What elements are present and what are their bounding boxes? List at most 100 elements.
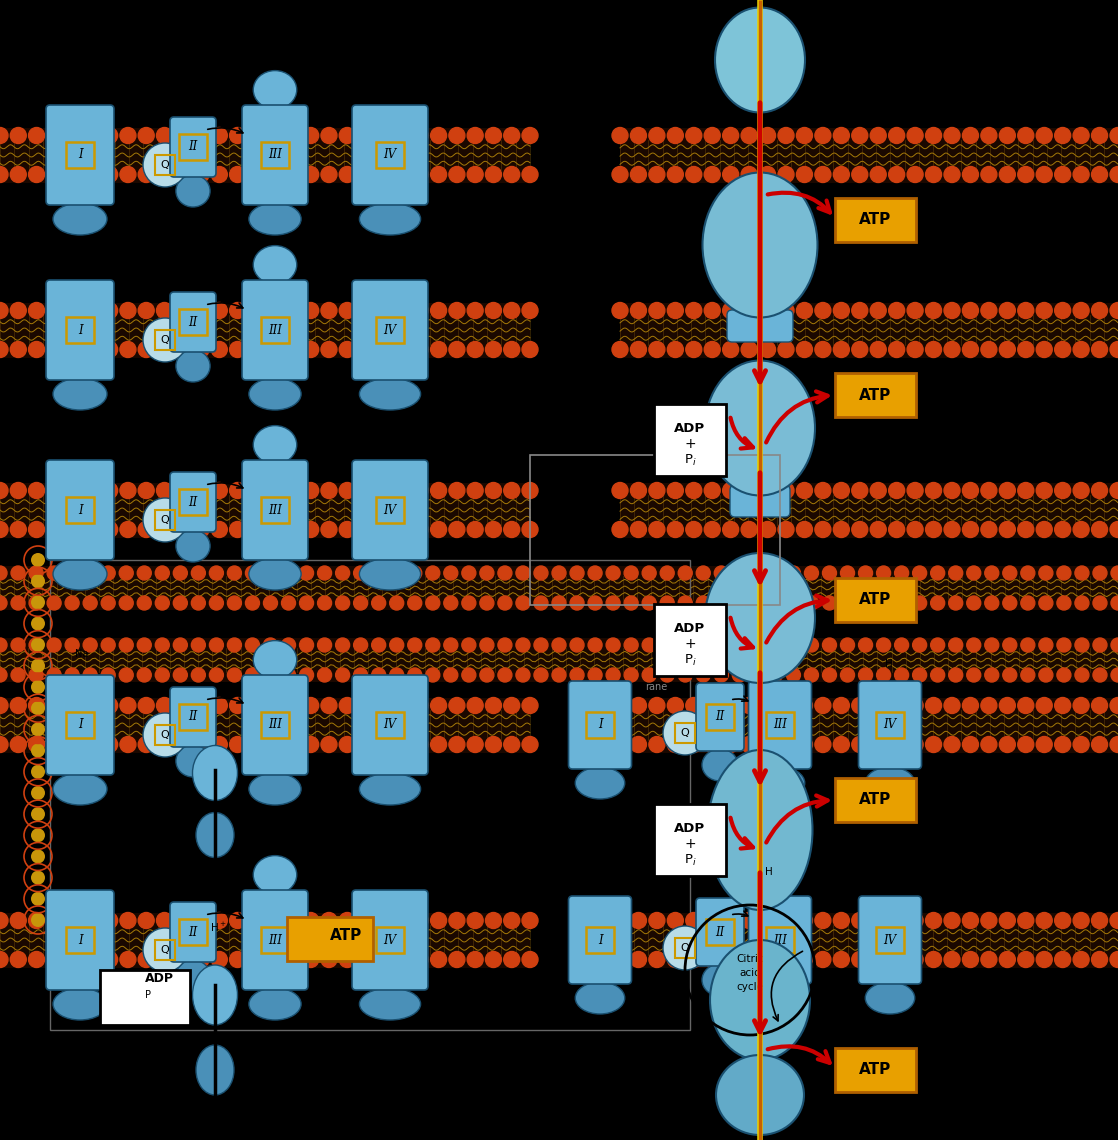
Text: Q: Q [161, 730, 169, 740]
Circle shape [157, 521, 172, 537]
Circle shape [266, 342, 282, 358]
Ellipse shape [254, 641, 296, 679]
Circle shape [963, 736, 978, 752]
Circle shape [912, 596, 927, 610]
Circle shape [889, 698, 904, 714]
Circle shape [47, 521, 63, 537]
Circle shape [833, 482, 850, 498]
Circle shape [985, 638, 998, 652]
Circle shape [120, 596, 133, 610]
Circle shape [759, 521, 776, 537]
Bar [155, 329, 176, 350]
Circle shape [31, 681, 45, 694]
Circle shape [376, 521, 391, 537]
Circle shape [143, 142, 187, 187]
Circle shape [430, 302, 446, 318]
Circle shape [358, 166, 373, 182]
Circle shape [191, 565, 206, 580]
Bar [66, 927, 94, 953]
Circle shape [139, 912, 154, 928]
Circle shape [31, 807, 45, 821]
Circle shape [985, 668, 998, 682]
Circle shape [732, 565, 747, 580]
Circle shape [65, 565, 79, 580]
Bar [654, 404, 726, 477]
Circle shape [1110, 302, 1118, 318]
Circle shape [522, 736, 538, 752]
Circle shape [1111, 638, 1118, 652]
Circle shape [1073, 736, 1089, 752]
Circle shape [667, 698, 683, 714]
Circle shape [65, 698, 82, 714]
Circle shape [944, 952, 960, 968]
Circle shape [1021, 565, 1035, 580]
FancyBboxPatch shape [834, 777, 916, 822]
Circle shape [1091, 342, 1108, 358]
Circle shape [84, 166, 100, 182]
Circle shape [841, 565, 854, 580]
Circle shape [926, 128, 941, 144]
Circle shape [0, 565, 7, 580]
Circle shape [588, 638, 603, 652]
Circle shape [339, 698, 356, 714]
Circle shape [944, 521, 960, 537]
FancyBboxPatch shape [241, 461, 307, 560]
Circle shape [722, 736, 739, 752]
Circle shape [1074, 565, 1089, 580]
Circle shape [741, 166, 757, 182]
Circle shape [1091, 521, 1108, 537]
Circle shape [926, 166, 941, 182]
Circle shape [870, 736, 887, 752]
Circle shape [467, 166, 483, 182]
Bar [654, 604, 726, 676]
Circle shape [462, 565, 476, 580]
Bar [654, 804, 726, 876]
Circle shape [174, 952, 191, 968]
Circle shape [823, 596, 836, 610]
Circle shape [358, 698, 373, 714]
Circle shape [930, 596, 945, 610]
Circle shape [1093, 596, 1107, 610]
Circle shape [980, 482, 997, 498]
Circle shape [697, 638, 710, 652]
Circle shape [211, 736, 227, 752]
Circle shape [796, 952, 813, 968]
Circle shape [704, 521, 720, 537]
Circle shape [631, 166, 646, 182]
Circle shape [84, 521, 100, 537]
Text: Na: Na [75, 864, 88, 874]
Circle shape [963, 698, 978, 714]
Circle shape [462, 638, 476, 652]
Circle shape [870, 952, 887, 968]
Circle shape [877, 668, 891, 682]
Circle shape [926, 342, 941, 358]
Ellipse shape [756, 767, 805, 799]
Circle shape [504, 342, 520, 358]
Circle shape [467, 302, 483, 318]
Bar [260, 497, 288, 523]
Circle shape [413, 342, 428, 358]
Circle shape [741, 342, 757, 358]
Circle shape [29, 342, 45, 358]
Circle shape [102, 128, 117, 144]
Text: +: + [684, 637, 695, 651]
Circle shape [778, 302, 794, 318]
Circle shape [1054, 521, 1071, 537]
Circle shape [515, 668, 530, 682]
Circle shape [449, 521, 465, 537]
Circle shape [912, 565, 927, 580]
Circle shape [704, 166, 720, 182]
Circle shape [174, 912, 191, 928]
Ellipse shape [359, 773, 420, 805]
Circle shape [193, 952, 209, 968]
Circle shape [1091, 698, 1108, 714]
Circle shape [889, 128, 904, 144]
Circle shape [31, 617, 45, 630]
Circle shape [157, 302, 172, 318]
Circle shape [1091, 128, 1108, 144]
Circle shape [229, 521, 246, 537]
Circle shape [246, 565, 259, 580]
Circle shape [667, 952, 683, 968]
Circle shape [335, 596, 350, 610]
Circle shape [980, 912, 997, 928]
